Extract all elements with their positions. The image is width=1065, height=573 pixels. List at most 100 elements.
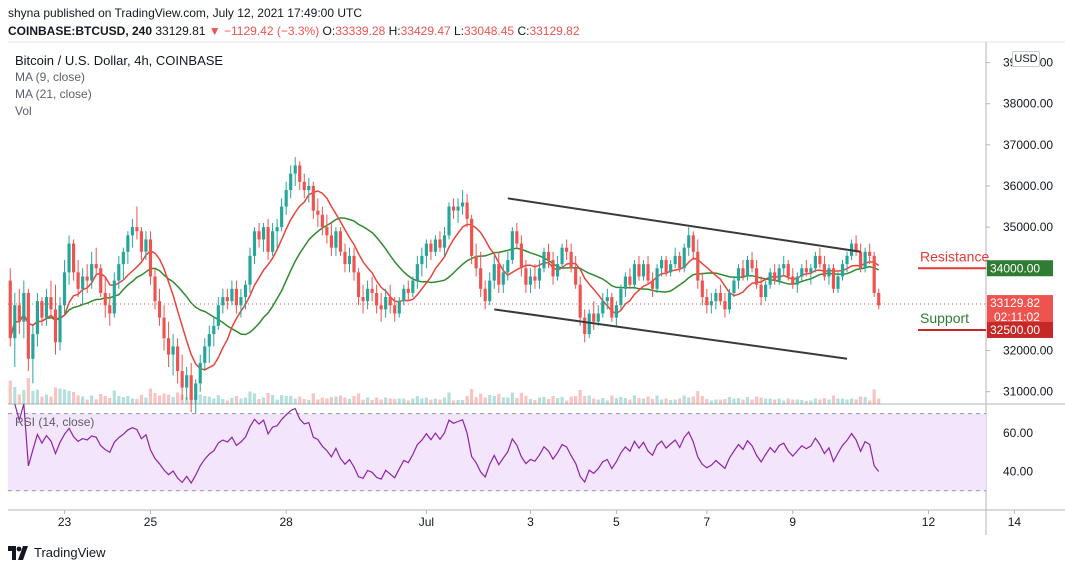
volume-bar	[121, 397, 125, 404]
tradingview-logo-icon	[8, 545, 28, 560]
volume-bar	[791, 399, 795, 404]
volume-bar	[709, 400, 713, 404]
channel-lower-line[interactable]	[494, 308, 848, 360]
x-tick-label: 5	[613, 515, 620, 529]
volume-bar	[818, 399, 822, 404]
volume-bar	[90, 395, 94, 404]
ohlc-line: COINBASE:BTCUSD, 240 33129.81 ▼ −1129.42…	[8, 24, 580, 38]
volume-bar	[366, 397, 370, 404]
candle-body	[614, 305, 618, 318]
volume-bar	[252, 393, 257, 404]
candle-body	[673, 255, 677, 265]
volume-bar	[782, 400, 786, 404]
volume-bar	[442, 397, 447, 404]
candle-body	[72, 243, 76, 273]
candle-body	[560, 247, 564, 265]
candle-body	[216, 305, 220, 326]
rsi-line	[14, 403, 880, 485]
volume-bar	[551, 396, 555, 404]
candle-body	[741, 268, 745, 277]
candle-body	[592, 313, 596, 322]
candle-body	[144, 239, 148, 252]
volume-bar	[298, 396, 302, 404]
candle-body	[53, 309, 58, 343]
tradingview-brand[interactable]: TradingView	[8, 545, 106, 560]
volume-bar	[497, 394, 501, 404]
candle-body	[13, 305, 17, 339]
volume-bar	[678, 398, 682, 404]
volume-bar	[117, 396, 121, 404]
candle-body	[877, 292, 881, 306]
volume-bar	[605, 400, 609, 404]
candle-body	[669, 264, 673, 273]
volume-bar	[438, 399, 442, 404]
volume-bar	[479, 393, 483, 404]
volume-bar	[827, 399, 831, 404]
low-label: L:	[454, 24, 465, 38]
volume-bar	[239, 398, 243, 404]
currency-button[interactable]: USD	[1012, 51, 1040, 67]
volume-bar	[144, 397, 148, 404]
candle-body	[189, 375, 193, 400]
volume-bar	[44, 394, 49, 404]
volume-bar	[524, 396, 528, 404]
candle-body	[239, 297, 243, 306]
volume-bar	[343, 397, 347, 404]
candle-body	[700, 280, 704, 298]
candle-body	[447, 206, 451, 236]
volume-bar	[139, 395, 144, 404]
candle-body	[302, 181, 306, 191]
volume-bar	[289, 396, 293, 404]
volume-bar	[641, 398, 646, 404]
volume-bar	[727, 397, 732, 404]
volume-bar	[546, 399, 551, 404]
y-tick-label: 38000.00	[1003, 97, 1053, 111]
x-tick-label: 3	[527, 515, 534, 529]
volume-bar	[108, 398, 112, 404]
volume-bar	[877, 398, 881, 404]
candle-body	[836, 276, 840, 289]
volume-bar	[243, 397, 248, 404]
volume-bar	[669, 400, 673, 404]
candle-body	[465, 202, 469, 219]
volume-bar	[840, 398, 845, 404]
resistance-price-tag	[987, 260, 1053, 277]
volume-bar	[736, 398, 741, 404]
candle-body	[194, 383, 198, 400]
candle-body	[375, 292, 379, 306]
candle-body	[492, 264, 496, 281]
volume-bar	[429, 399, 433, 404]
candle-body	[840, 264, 845, 277]
candle-body	[650, 280, 655, 289]
candle-body	[859, 251, 863, 269]
candle-body	[587, 313, 591, 335]
candle-body	[108, 305, 112, 314]
candle-body	[605, 297, 609, 302]
volume-bar	[700, 396, 704, 404]
y-tick-label: 35000.00	[1003, 220, 1053, 234]
candle-body	[822, 264, 827, 277]
close-value: 33129.82	[529, 24, 580, 38]
candle-body	[266, 227, 270, 252]
volume-bar	[293, 398, 297, 404]
volume-bar	[528, 399, 533, 404]
candle-body	[257, 231, 261, 240]
volume-bar	[696, 391, 700, 404]
volume-bar	[402, 398, 406, 404]
candle-body	[126, 235, 130, 252]
candle-body	[691, 235, 695, 252]
candle-body	[537, 268, 542, 281]
candle-body	[438, 239, 442, 248]
candle-body	[343, 251, 347, 265]
volume-bar	[261, 397, 266, 404]
candle-body	[786, 264, 790, 277]
volume-bar	[483, 397, 487, 404]
legend-ma9: MA (9, close)	[15, 70, 86, 84]
channel-upper-line[interactable]	[507, 197, 861, 253]
volume-bar	[411, 398, 415, 404]
volume-bar	[859, 396, 863, 404]
x-tick-label: 7	[703, 515, 710, 529]
candle-body	[845, 255, 849, 265]
y-tick-label: 32000.00	[1003, 344, 1053, 358]
